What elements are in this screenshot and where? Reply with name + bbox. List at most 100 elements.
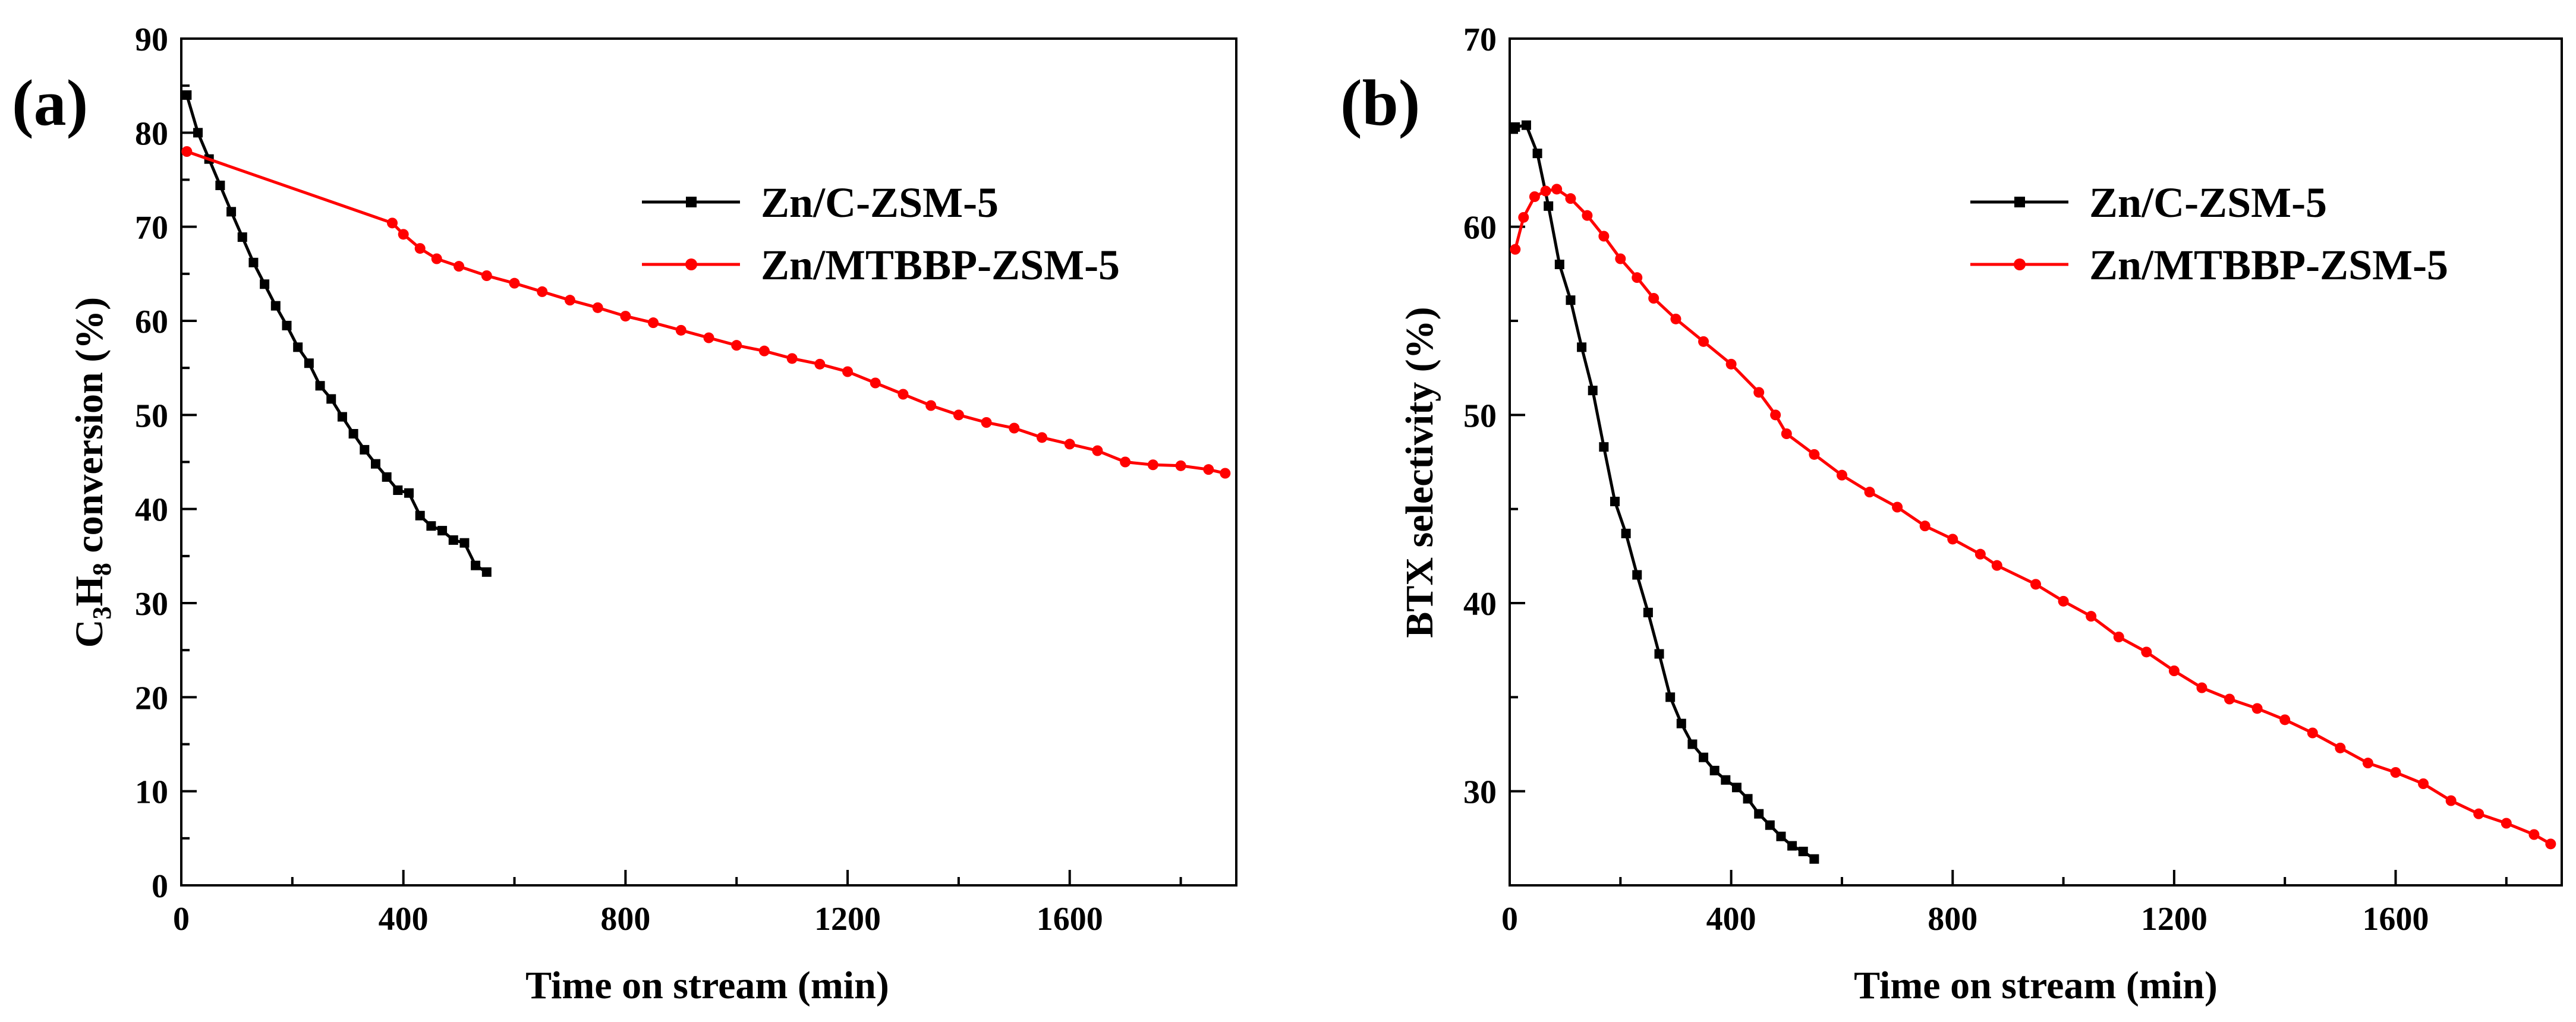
y-tick-label-b: 40 [1463, 586, 1497, 623]
data-point-a-0 [471, 560, 481, 570]
data-point-a-0 [293, 342, 303, 352]
data-point-a-0 [437, 526, 448, 536]
data-point-a-0 [426, 521, 436, 531]
data-point-a-1 [842, 366, 854, 377]
y-axis-label-a-sub-3: 3 [87, 606, 116, 619]
data-point-b-0 [1599, 442, 1609, 452]
data-point-a-1 [648, 317, 659, 329]
data-point-b-1 [1991, 560, 2002, 571]
legend-label-a-1: Zn/MTBBP-ZSM-5 [761, 241, 1120, 289]
data-point-b-1 [1725, 358, 1737, 370]
x-tick-label-b: 400 [1706, 901, 1756, 938]
data-point-b-1 [2141, 646, 2152, 658]
data-point-b-1 [2528, 829, 2540, 840]
data-point-b-0 [1687, 739, 1698, 749]
plot-frame-b [1509, 37, 2563, 887]
data-point-b-0 [1787, 841, 1797, 851]
x-tick-label-a: 400 [379, 901, 429, 938]
data-point-a-1 [1203, 464, 1214, 475]
panel-label-a: (a) [12, 67, 88, 139]
data-point-b-1 [1947, 534, 1958, 545]
data-point-a-1 [870, 377, 881, 389]
data-point-b-1 [2113, 632, 2124, 642]
legend-label-b-0: Zn/C-ZSM-5 [2089, 179, 2327, 226]
y-tick-label-a: 30 [135, 586, 168, 623]
y-tick-label-b: 70 [1463, 21, 1497, 58]
data-point-b-0 [1544, 201, 1554, 211]
panel-label-b: (b) [1340, 67, 1420, 139]
y-tick-label-a: 50 [135, 398, 168, 434]
data-point-b-1 [1551, 184, 1563, 195]
data-point-a-0 [382, 472, 392, 482]
data-point-a-0 [193, 128, 203, 138]
legend-marker-b-0 [2014, 197, 2025, 207]
data-point-a-0 [237, 232, 247, 242]
data-point-a-1 [509, 277, 520, 289]
data-point-a-1 [387, 217, 398, 229]
data-point-a-0 [404, 488, 414, 498]
data-point-a-1 [431, 253, 442, 264]
data-point-b-0 [1731, 783, 1742, 793]
data-point-b-1 [2445, 795, 2457, 806]
y-tick-label-b: 50 [1463, 398, 1497, 434]
data-point-a-1 [1009, 422, 1020, 434]
data-point-b-1 [2196, 682, 2207, 693]
data-point-b-0 [1765, 820, 1775, 830]
panel-b: (b) 0 400 800 1200 1600 30 40 50 60 70 Zn/C-ZSM-5 Z… [1340, 21, 2563, 1007]
data-point-b-1 [1598, 231, 1610, 242]
data-point-b-1 [2418, 778, 2429, 789]
data-point-b-0 [1610, 497, 1620, 506]
data-point-b-1 [1632, 272, 1643, 283]
legend-label-a-0: Zn/C-ZSM-5 [761, 179, 999, 226]
x-tick-label-a: 800 [600, 901, 650, 938]
data-point-a-1 [1147, 459, 1158, 471]
data-point-b-1 [1540, 185, 1551, 197]
y-axis-label-b: BTX selectivity (%) [1398, 307, 1441, 638]
data-point-b-1 [2335, 742, 2346, 753]
data-point-a-1 [703, 332, 714, 343]
data-point-a-1 [481, 270, 492, 281]
legend-marker-a-0 [686, 197, 697, 207]
data-point-a-1 [675, 324, 686, 336]
data-point-b-1 [2224, 693, 2235, 705]
data-point-a-1 [454, 261, 465, 272]
x-tick-label-a: 1200 [814, 901, 881, 938]
data-point-a-1 [1175, 460, 1186, 471]
data-point-b-1 [1648, 293, 1659, 304]
y-axis-label-a-part-rest: conversion (%) [68, 297, 111, 563]
data-point-a-0 [248, 257, 259, 267]
data-point-a-1 [1220, 468, 1231, 479]
data-point-a-1 [981, 417, 992, 428]
data-point-b-0 [1809, 854, 1819, 864]
data-point-a-0 [370, 459, 380, 469]
data-point-b-1 [1518, 212, 1529, 223]
x-tick-label-b: 800 [1928, 901, 1977, 938]
data-point-a-1 [786, 353, 798, 364]
y-tick-label-a: 0 [152, 868, 168, 905]
data-point-b-0 [1776, 831, 1786, 841]
data-point-a-1 [1037, 432, 1048, 443]
data-point-a-0 [415, 510, 425, 521]
data-point-b-0 [1566, 295, 1576, 305]
data-point-b-0 [1709, 765, 1720, 775]
y-axis-label-a-part-c: C [68, 619, 111, 648]
data-point-a-1 [758, 345, 770, 357]
data-point-a-0 [315, 381, 325, 391]
y-tick-label-a: 60 [135, 304, 168, 340]
data-point-b-1 [1864, 487, 1875, 498]
data-point-b-0 [1654, 649, 1664, 659]
x-axis-label-b: Time on stream (min) [1854, 964, 2218, 1007]
series-line-a-1 [186, 150, 1226, 475]
data-point-b-0 [1699, 752, 1709, 762]
data-point-b-1 [1615, 253, 1626, 264]
data-point-b-1 [2086, 611, 2097, 622]
data-point-a-0 [348, 429, 358, 439]
data-point-b-0 [1521, 120, 1531, 130]
y-axis-label-a: C3H8 conversion (%) [68, 297, 116, 648]
y-tick-label-b: 30 [1463, 774, 1497, 811]
plot-frame-a [180, 37, 1237, 887]
y-tick-label-b: 60 [1463, 210, 1497, 247]
plot-area-a: 0 400 800 1200 1600 0 10 20 30 40 50 60 70 80 90 Zn/C-Z… [135, 21, 1237, 938]
x-axis-label-a: Time on stream (min) [525, 964, 889, 1007]
x-tick-label-b: 0 [1501, 901, 1518, 938]
